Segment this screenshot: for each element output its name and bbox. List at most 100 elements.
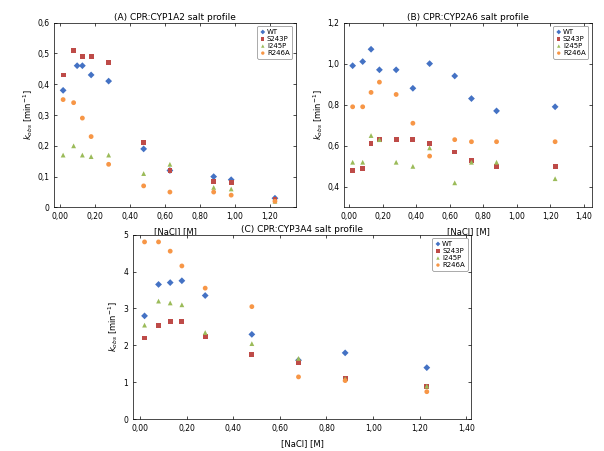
- WT: [294, 357, 303, 364]
- R246A: [422, 388, 432, 395]
- R246A: [86, 133, 96, 140]
- S243P: [177, 318, 187, 325]
- I245P: [348, 159, 358, 166]
- I245P: [201, 329, 210, 336]
- R246A: [247, 303, 257, 310]
- S243P: [348, 167, 358, 174]
- I245P: [467, 159, 477, 166]
- WT: [201, 292, 210, 299]
- S243P: [294, 359, 303, 366]
- WT: [58, 87, 68, 94]
- Legend: WT, S243P, I245P, R246A: WT, S243P, I245P, R246A: [553, 26, 588, 59]
- R246A: [270, 198, 280, 205]
- Y-axis label: $k_{obs}$ [min$^{-1}$]: $k_{obs}$ [min$^{-1}$]: [21, 90, 34, 140]
- I245P: [550, 175, 560, 182]
- R246A: [348, 103, 358, 110]
- I245P: [165, 161, 175, 168]
- I245P: [58, 152, 68, 159]
- X-axis label: [NaCl] [M]: [NaCl] [M]: [154, 227, 196, 236]
- S243P: [139, 139, 149, 146]
- S243P: [104, 59, 114, 66]
- WT: [72, 62, 82, 69]
- R246A: [209, 189, 219, 196]
- Title: (C) CPR:CYP3A4 salt profile: (C) CPR:CYP3A4 salt profile: [241, 225, 363, 234]
- WT: [104, 78, 114, 85]
- I245P: [358, 159, 367, 166]
- WT: [165, 167, 175, 174]
- S243P: [450, 148, 460, 156]
- I245P: [153, 298, 163, 305]
- X-axis label: [NaCl] [M]: [NaCl] [M]: [281, 439, 323, 448]
- I245P: [425, 144, 434, 152]
- I245P: [69, 142, 79, 149]
- WT: [358, 58, 367, 65]
- I245P: [294, 355, 303, 362]
- WT: [366, 46, 376, 53]
- WT: [492, 107, 501, 115]
- WT: [467, 95, 477, 102]
- R246A: [69, 99, 79, 106]
- WT: [425, 60, 434, 67]
- S243P: [165, 167, 175, 174]
- R246A: [153, 238, 163, 245]
- R246A: [139, 182, 149, 189]
- S243P: [247, 351, 257, 358]
- S243P: [58, 71, 68, 78]
- I245P: [340, 375, 350, 382]
- R246A: [294, 373, 303, 381]
- WT: [140, 312, 149, 319]
- Legend: WT, S243P, I245P, R246A: WT, S243P, I245P, R246A: [257, 26, 292, 59]
- R246A: [450, 136, 460, 143]
- S243P: [550, 163, 560, 170]
- WT: [177, 277, 187, 285]
- I245P: [391, 159, 401, 166]
- I245P: [270, 198, 280, 205]
- WT: [165, 279, 175, 286]
- R246A: [425, 152, 434, 160]
- WT: [247, 331, 257, 338]
- WT: [209, 173, 219, 180]
- S243P: [340, 375, 350, 382]
- R246A: [358, 103, 367, 110]
- S243P: [86, 53, 96, 60]
- S243P: [374, 136, 384, 143]
- R246A: [391, 91, 401, 98]
- I245P: [139, 170, 149, 177]
- S243P: [209, 178, 219, 185]
- I245P: [247, 340, 257, 347]
- S243P: [69, 47, 79, 54]
- I245P: [422, 382, 432, 390]
- WT: [374, 66, 384, 74]
- I245P: [140, 322, 149, 329]
- R246A: [104, 161, 114, 168]
- S243P: [270, 196, 280, 203]
- R246A: [408, 120, 418, 127]
- I245P: [366, 132, 376, 139]
- WT: [77, 62, 87, 69]
- R246A: [165, 248, 175, 255]
- I245P: [226, 185, 236, 193]
- WT: [139, 145, 149, 152]
- I245P: [86, 153, 96, 160]
- S243P: [425, 140, 434, 147]
- S243P: [422, 382, 432, 390]
- S243P: [467, 156, 477, 164]
- S243P: [366, 140, 376, 147]
- S243P: [165, 318, 175, 325]
- R246A: [77, 115, 87, 122]
- WT: [86, 71, 96, 78]
- I245P: [492, 159, 501, 166]
- R246A: [492, 138, 501, 145]
- R246A: [165, 189, 175, 196]
- WT: [270, 195, 280, 202]
- I245P: [408, 163, 418, 170]
- S243P: [226, 179, 236, 186]
- I245P: [104, 152, 114, 159]
- WT: [450, 72, 460, 79]
- S243P: [492, 163, 501, 170]
- S243P: [408, 136, 418, 143]
- X-axis label: [NaCl] [M]: [NaCl] [M]: [447, 227, 489, 236]
- S243P: [153, 322, 163, 329]
- R246A: [366, 89, 376, 96]
- I245P: [450, 179, 460, 186]
